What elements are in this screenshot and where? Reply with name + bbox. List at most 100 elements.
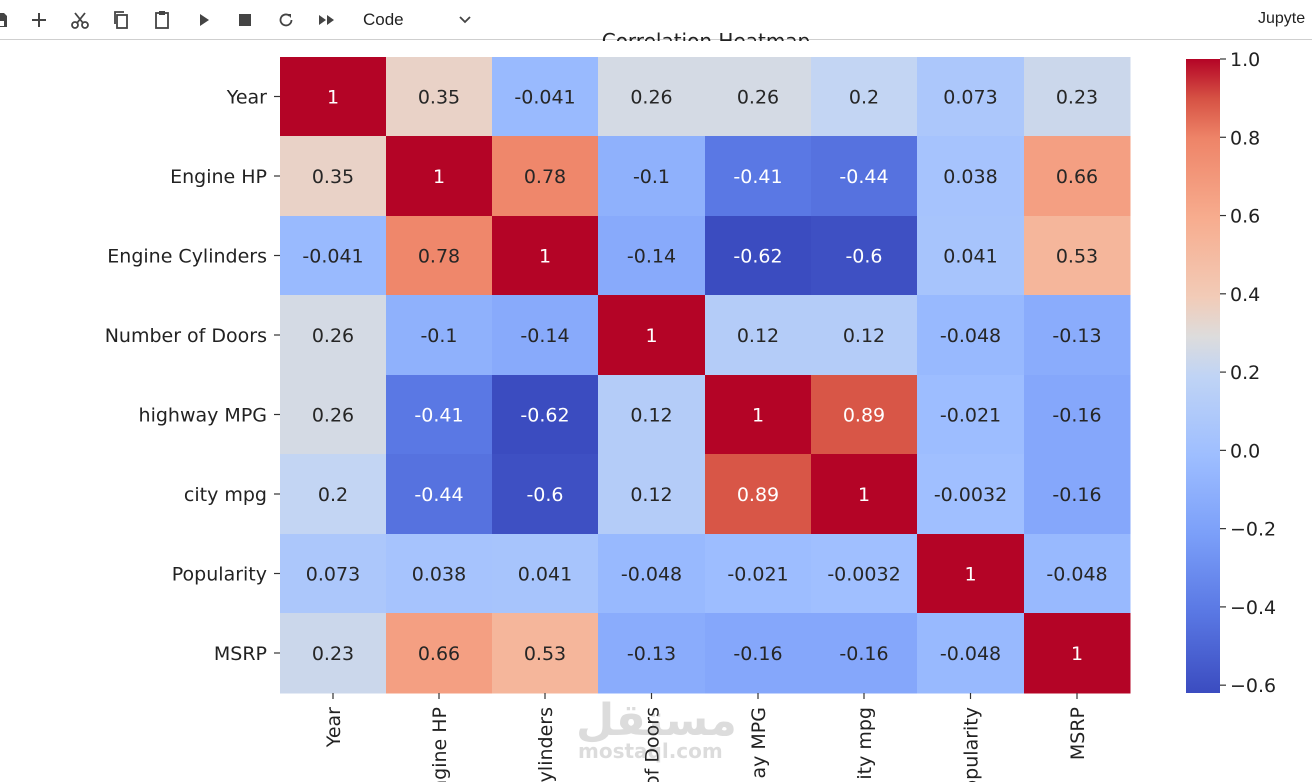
stop-icon [239,14,251,26]
cell-annotation: -0.16 [733,643,782,665]
y-tick-label: Popularity [172,564,267,586]
colorbar-tick-label: −0.4 [1230,597,1276,619]
save-icon [0,13,7,27]
cell-annotation: -0.16 [1052,484,1101,506]
heatmap-cell [917,454,1025,535]
heatmap-cell [492,216,599,296]
cell-annotation: 0.89 [737,484,779,506]
cell-annotation: 0.35 [312,166,354,188]
heatmap-cell [917,534,1025,614]
heatmap-cell [386,534,493,614]
x-tick-label: ity mpg [854,707,876,780]
run-button[interactable] [190,6,218,34]
heatmap-cell [598,57,706,137]
heatmap-cell [1024,216,1131,296]
cell-annotation: 0.12 [630,405,672,427]
heatmap-cell [917,57,1025,137]
heatmap-cell [705,216,812,296]
insert-cell-button[interactable] [25,6,53,34]
heatmap-cell [386,216,493,296]
play-icon [200,14,209,26]
save-button[interactable] [0,6,14,34]
chevron-down-icon [459,16,471,24]
cell-annotation: -0.41 [414,405,463,427]
heatmap-cell [705,534,812,614]
cell-type-select[interactable]: Code [355,6,480,34]
heatmap-cell [1024,295,1131,376]
y-tick-label: Engine HP [170,166,267,188]
heatmap-cell [280,454,387,535]
heatmap-cell [598,295,706,376]
heatmap-cell [280,136,387,217]
cell-annotation: 0.12 [843,325,885,347]
title-occluder [0,41,1312,57]
cell-annotation: 0.35 [418,87,460,109]
colorbar-tick-label: 0.8 [1230,127,1260,149]
restart-run-all-button[interactable] [313,6,341,34]
restart-button[interactable] [272,6,300,34]
cell-annotation: -0.13 [627,643,676,665]
cell-annotation: 0.78 [524,166,566,188]
cell-annotation: 0.073 [943,87,997,109]
x-tick-label: ylinders [535,707,557,782]
heatmap-cell [280,613,387,694]
paste-button[interactable] [148,6,176,34]
cell-annotation: -0.1 [420,325,457,347]
cell-annotation: -0.16 [1052,405,1101,427]
heatmap-cell [811,57,918,137]
heatmap-cell [386,136,493,217]
cell-annotation: -0.0032 [934,484,1007,506]
heatmap-cell [811,216,918,296]
heatmap-cell [1024,613,1131,694]
heatmap-cell [705,136,812,217]
heatmap-cell [598,136,706,217]
cell-annotation: 1 [645,325,657,347]
heatmap-cell [811,454,918,535]
cell-annotation: 0.041 [943,246,997,268]
heatmap-cell [492,375,599,455]
heatmap-cell [598,375,706,455]
cell-annotation: -0.1 [633,166,670,188]
heatmap-cell [492,136,599,217]
cell-annotation: 0.038 [943,166,997,188]
heatmap-cell [492,295,599,376]
y-tick-label: city mpg [184,484,267,506]
heatmap-cell [917,295,1025,376]
cell-annotation: 1 [539,246,551,268]
cell-annotation: 0.66 [1056,166,1098,188]
heatmap-cell [705,375,812,455]
heatmap-cell [917,613,1025,694]
heatmap-cell [386,375,493,455]
cell-annotation: -0.041 [514,87,575,109]
heatmap-cell [705,454,812,535]
fast-forward-icon [319,15,334,25]
heatmap-cell [492,454,599,535]
heatmap-cell [1024,534,1131,614]
cell-annotation: 0.038 [412,564,466,586]
heatmap-cell [1024,136,1131,217]
cut-button[interactable] [66,6,94,34]
cell-annotation: 0.2 [849,87,879,109]
copy-button[interactable] [107,6,135,34]
cell-annotation: 0.12 [737,325,779,347]
interrupt-button[interactable] [231,6,259,34]
heatmap-cell [811,375,918,455]
y-tick-label: MSRP [214,643,267,665]
x-tick-label: Year [323,707,345,748]
cell-annotation: -0.048 [940,325,1001,347]
y-tick-label: Number of Doors [105,325,267,347]
cell-annotation: -0.041 [302,246,363,268]
cell-annotation: 1 [433,166,445,188]
cell-annotation: 1 [1071,643,1083,665]
cell-annotation: -0.021 [940,405,1001,427]
heatmap-cell [705,57,812,137]
heatmap-cell [280,295,387,376]
heatmap-cell [598,454,706,535]
heatmap-cell [811,136,918,217]
restart-icon [279,13,293,27]
heatmap-cell [598,216,706,296]
heatmap-cell [386,613,493,694]
colorbar-tick-label: 0.0 [1230,440,1260,462]
cell-annotation: 0.26 [737,87,779,109]
